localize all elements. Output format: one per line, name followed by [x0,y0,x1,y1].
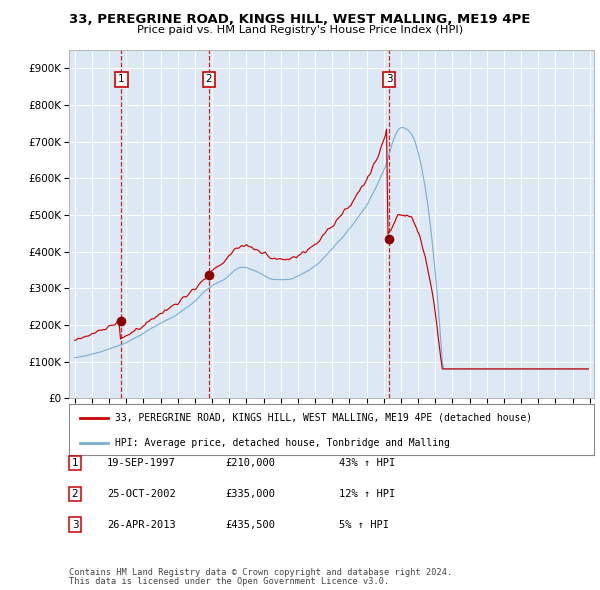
Text: 19-SEP-1997: 19-SEP-1997 [107,458,176,468]
Text: Contains HM Land Registry data © Crown copyright and database right 2024.: Contains HM Land Registry data © Crown c… [69,568,452,577]
Text: Price paid vs. HM Land Registry's House Price Index (HPI): Price paid vs. HM Land Registry's House … [137,25,463,35]
Text: 2: 2 [206,74,212,84]
Text: 12% ↑ HPI: 12% ↑ HPI [339,489,395,499]
Text: This data is licensed under the Open Government Licence v3.0.: This data is licensed under the Open Gov… [69,578,389,586]
Text: 33, PEREGRINE ROAD, KINGS HILL, WEST MALLING, ME19 4PE: 33, PEREGRINE ROAD, KINGS HILL, WEST MAL… [70,13,530,26]
Text: £435,500: £435,500 [225,520,275,529]
Text: 43% ↑ HPI: 43% ↑ HPI [339,458,395,468]
Text: 33, PEREGRINE ROAD, KINGS HILL, WEST MALLING, ME19 4PE (detached house): 33, PEREGRINE ROAD, KINGS HILL, WEST MAL… [115,412,532,422]
Text: 1: 1 [118,74,125,84]
Text: 3: 3 [71,520,79,529]
Text: 2: 2 [71,489,79,499]
Text: HPI: Average price, detached house, Tonbridge and Malling: HPI: Average price, detached house, Tonb… [115,438,450,447]
Text: £210,000: £210,000 [225,458,275,468]
Text: £335,000: £335,000 [225,489,275,499]
Text: 5% ↑ HPI: 5% ↑ HPI [339,520,389,529]
Text: 25-OCT-2002: 25-OCT-2002 [107,489,176,499]
Text: 3: 3 [386,74,392,84]
Text: 1: 1 [71,458,79,468]
Text: 26-APR-2013: 26-APR-2013 [107,520,176,529]
